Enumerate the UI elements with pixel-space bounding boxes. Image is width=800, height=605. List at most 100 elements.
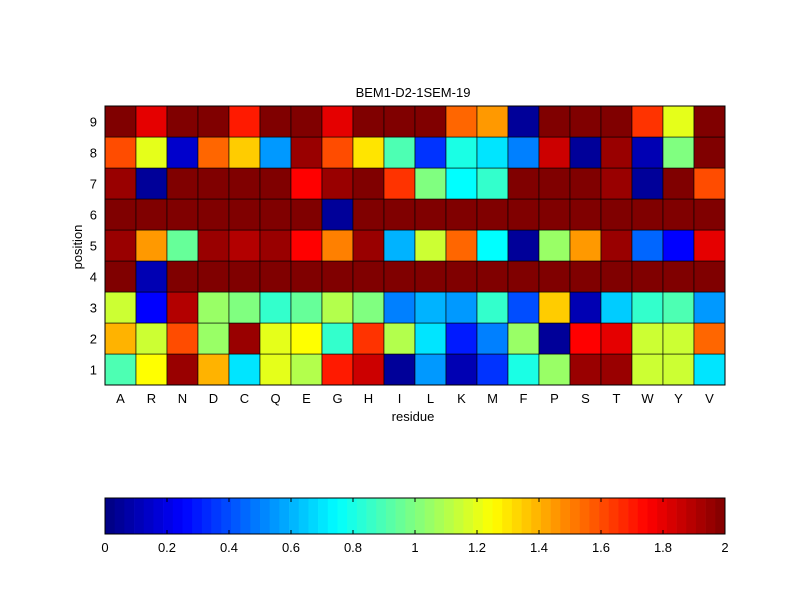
colorbar-segment [657,498,668,534]
heatmap-cell [600,229,633,262]
colorbar-tick-label: 0.6 [282,540,300,555]
x-tick-label: C [240,391,249,406]
heatmap-cell [414,167,447,200]
heatmap-cell [290,353,323,386]
heatmap-cell [352,229,385,262]
colorbar-segment [599,498,610,534]
heatmap-cell [321,167,354,200]
heatmap-cells [104,105,726,386]
heatmap-cell [600,167,633,200]
x-tick-label: T [613,391,621,406]
colorbar-segment [114,498,125,534]
heatmap-cell [693,198,726,231]
heatmap-cell [507,229,540,262]
x-tick-label: I [398,391,402,406]
heatmap-cell [383,198,416,231]
heatmap-cell [228,291,261,324]
colorbar-segment [230,498,241,534]
colorbar-tick-label: 1.4 [530,540,548,555]
heatmap-cell [197,167,230,200]
colorbar-segment [637,498,648,534]
heatmap-cell [104,322,137,355]
colorbar-segment [172,498,183,534]
heatmap-cell [197,229,230,262]
heatmap-cell [290,322,323,355]
heatmap-cell [600,322,633,355]
heatmap-cell [476,136,509,169]
heatmap-cell [104,353,137,386]
heatmap-cell [197,105,230,138]
colorbar-segment [201,498,212,534]
heatmap-cell [197,291,230,324]
heatmap-cell [383,136,416,169]
x-axis-label: residue [392,409,435,424]
heatmap-cell [693,136,726,169]
colorbar-tick-label: 0.2 [158,540,176,555]
colorbar-segment [327,498,338,534]
colorbar-segment [347,498,358,534]
colorbar-segment [221,498,232,534]
heatmap-cell [352,260,385,293]
colorbar-segment [424,498,435,534]
heatmap-cell [445,229,478,262]
heatmap-cell [662,353,695,386]
x-tick-label: E [302,391,311,406]
heatmap-cell [445,260,478,293]
heatmap-cell [414,136,447,169]
heatmap-cell [228,260,261,293]
colorbar-segment [705,498,716,534]
x-tick-label: V [705,391,714,406]
heatmap-cell [135,105,168,138]
heatmap-cell [507,105,540,138]
heatmap-cell [321,198,354,231]
heatmap-cell [166,136,199,169]
heatmap-cell [600,291,633,324]
colorbar-segment [676,498,687,534]
heatmap-cell [383,260,416,293]
heatmap-cell [662,198,695,231]
heatmap-cell [166,353,199,386]
x-tick-label: N [178,391,187,406]
heatmap-cell [228,136,261,169]
heatmap-cell [383,105,416,138]
heatmap-cell [197,353,230,386]
heatmap-cell [135,260,168,293]
colorbar-segment [250,498,261,534]
x-tick-label: H [364,391,373,406]
colorbar-tick-label: 2 [721,540,728,555]
colorbar-segment [463,498,474,534]
colorbar-segment [182,498,193,534]
heatmap-cell [259,136,292,169]
x-tick-label: Y [674,391,683,406]
heatmap-cell [259,291,292,324]
heatmap-cell [383,229,416,262]
heatmap-cell [259,229,292,262]
colorbar-segment [715,498,726,534]
heatmap-cell [321,353,354,386]
x-tick-label: D [209,391,218,406]
heatmap-cell [538,322,571,355]
heatmap-cell [352,198,385,231]
heatmap-cell [569,353,602,386]
heatmap-cell [631,229,664,262]
heatmap-cell [600,105,633,138]
heatmap-cell [321,105,354,138]
heatmap-cell [228,353,261,386]
heatmap-cell [662,105,695,138]
heatmap-cell [445,291,478,324]
heatmap-cell [662,136,695,169]
heatmap-cell [290,260,323,293]
colorbar-tick-label: 0 [101,540,108,555]
colorbar-segment [589,498,600,534]
heatmap-cell [662,167,695,200]
colorbar-segment [405,498,416,534]
heatmap-cell [414,229,447,262]
heatmap-cell [693,167,726,200]
y-tick-label: 1 [90,363,97,378]
heatmap-cell [166,229,199,262]
heatmap-cell [290,291,323,324]
heatmap-cell [476,229,509,262]
heatmap-cell [445,136,478,169]
colorbar-segment [240,498,251,534]
heatmap-cell [135,136,168,169]
